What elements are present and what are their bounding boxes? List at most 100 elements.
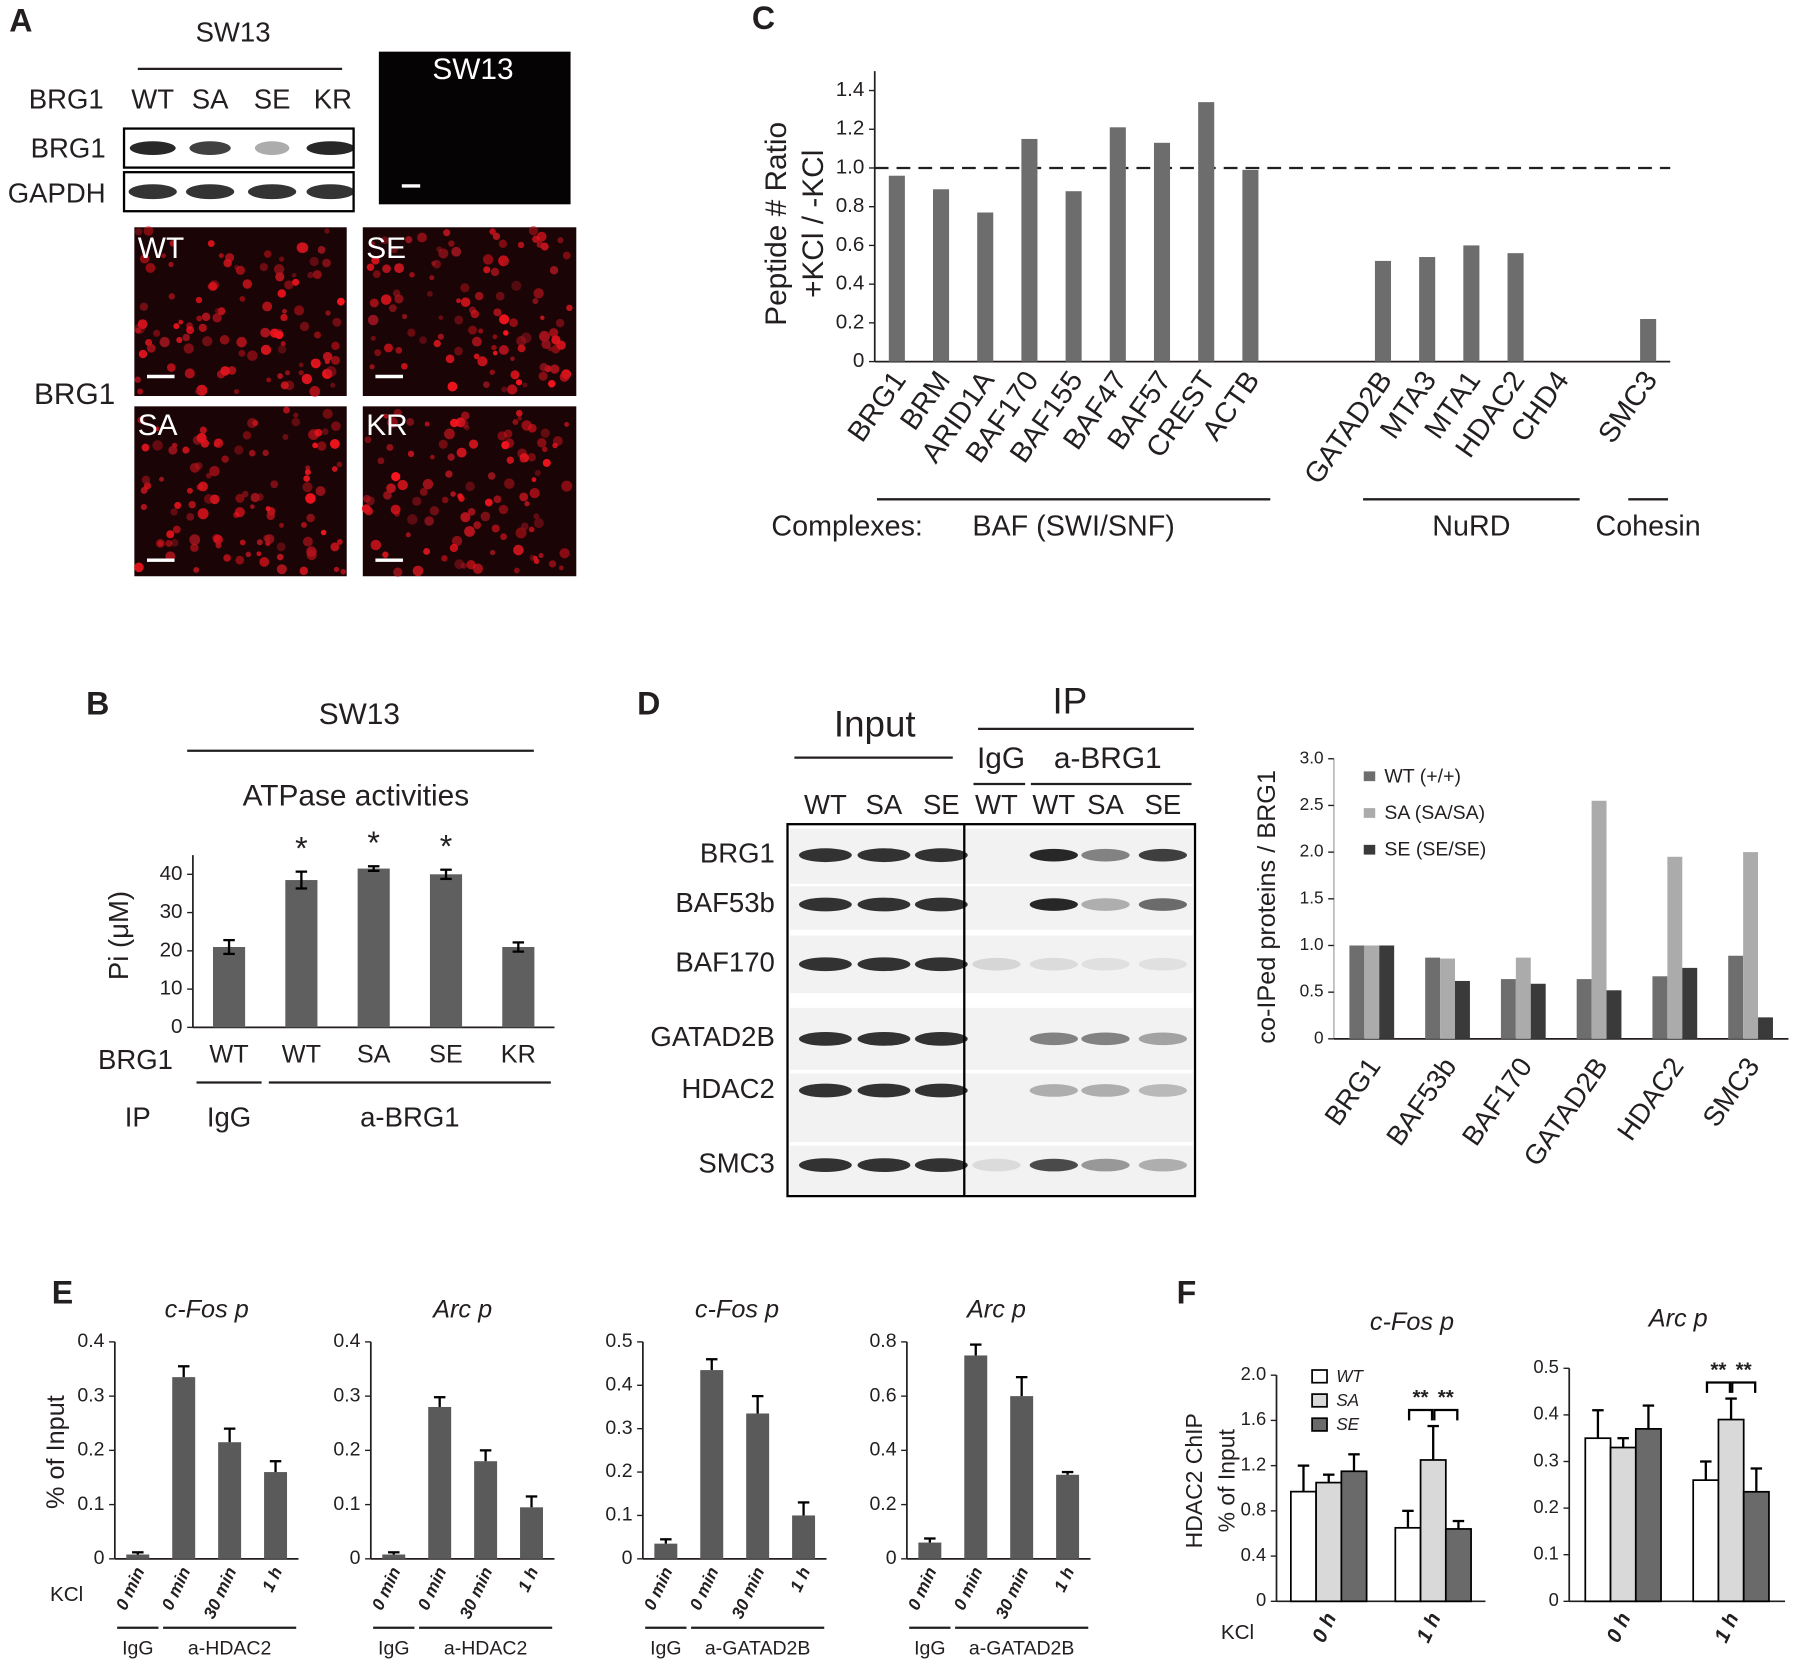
cell bbox=[292, 278, 300, 286]
cell bbox=[499, 314, 510, 325]
cell bbox=[184, 368, 195, 379]
cell bbox=[533, 288, 544, 299]
y-tick-label: 0.2 bbox=[1533, 1496, 1559, 1517]
cell bbox=[322, 408, 333, 419]
cell bbox=[189, 534, 201, 546]
bar bbox=[1379, 945, 1395, 1039]
cell bbox=[214, 308, 220, 314]
band bbox=[186, 184, 235, 200]
cell bbox=[152, 440, 163, 451]
cell bbox=[250, 504, 255, 509]
cell bbox=[320, 529, 327, 536]
panel-label: D bbox=[637, 685, 660, 721]
cell bbox=[142, 250, 148, 256]
cell bbox=[422, 478, 434, 490]
cell bbox=[370, 335, 376, 341]
cell bbox=[480, 511, 491, 522]
cell bbox=[279, 522, 284, 528]
legend-label: WT (+/+) bbox=[1384, 765, 1461, 787]
cell bbox=[367, 314, 379, 326]
y-tick-label: 0.4 bbox=[869, 1439, 896, 1461]
lane-label: KR bbox=[314, 83, 352, 114]
bar bbox=[1021, 138, 1038, 362]
cell bbox=[377, 457, 385, 465]
band bbox=[972, 957, 1021, 971]
row-label: SMC3 bbox=[698, 1147, 775, 1178]
cell bbox=[280, 313, 288, 322]
cell bbox=[405, 532, 411, 538]
cell bbox=[213, 438, 224, 449]
comparison-label: ** bbox=[1438, 1386, 1455, 1409]
cell bbox=[260, 327, 271, 338]
chart-title: Arc p bbox=[1647, 1305, 1708, 1333]
bar bbox=[212, 947, 246, 1028]
bar bbox=[1500, 979, 1516, 1039]
cell bbox=[387, 417, 398, 428]
x-tick-label: 30 min bbox=[199, 1564, 240, 1622]
cell bbox=[457, 493, 463, 499]
bar bbox=[1440, 958, 1456, 1039]
cell bbox=[441, 496, 449, 504]
y-tick-label: 30 bbox=[160, 900, 183, 923]
bar bbox=[1394, 1526, 1422, 1603]
band bbox=[1081, 848, 1130, 862]
cell bbox=[478, 328, 484, 334]
cell bbox=[539, 330, 550, 342]
cell bbox=[331, 466, 338, 472]
cell bbox=[170, 539, 179, 547]
y-tick-label: 0.2 bbox=[605, 1460, 632, 1482]
cell bbox=[445, 470, 453, 478]
lane-label: SE bbox=[254, 83, 291, 114]
cell bbox=[332, 317, 342, 327]
cell bbox=[209, 465, 220, 477]
cell bbox=[193, 566, 200, 573]
x-tick-label: 1 h bbox=[1050, 1564, 1079, 1595]
band bbox=[306, 184, 355, 200]
cell bbox=[429, 506, 440, 516]
chart-title: ATPase activities bbox=[243, 780, 470, 813]
cell bbox=[515, 409, 523, 417]
y-tick-label: 0.4 bbox=[605, 1373, 632, 1395]
y-tick-label: 0.4 bbox=[1241, 1544, 1267, 1565]
cell bbox=[239, 539, 246, 546]
cell bbox=[183, 343, 194, 354]
y-tick-label: 0 bbox=[1314, 1027, 1324, 1047]
panel-label: E bbox=[52, 1274, 73, 1310]
cell bbox=[501, 386, 508, 393]
cell bbox=[219, 334, 230, 345]
lane-label: WT bbox=[804, 789, 847, 820]
group-label: a-GATAD2B bbox=[969, 1638, 1074, 1660]
cell bbox=[466, 560, 476, 570]
comparison-bracket bbox=[1433, 1408, 1459, 1421]
cell bbox=[438, 248, 449, 259]
cell bbox=[220, 366, 230, 376]
chart-title: Arc p bbox=[965, 1296, 1026, 1324]
y-tick-label: 0.5 bbox=[605, 1330, 632, 1352]
cell bbox=[550, 364, 560, 374]
cell bbox=[161, 253, 167, 259]
comparison-label: ** bbox=[1413, 1386, 1430, 1409]
y-tick-label: 0.3 bbox=[1533, 1449, 1559, 1470]
cell bbox=[190, 543, 199, 553]
group-label: a-GATAD2B bbox=[705, 1638, 810, 1660]
cell bbox=[330, 382, 336, 388]
y-tick-label: 0 bbox=[94, 1547, 105, 1569]
cell bbox=[276, 553, 284, 561]
cell bbox=[407, 514, 418, 525]
y-tick-label: 0.8 bbox=[836, 194, 865, 217]
cell bbox=[461, 411, 470, 421]
bar bbox=[1109, 127, 1126, 362]
cell bbox=[283, 406, 291, 414]
cell bbox=[517, 416, 523, 421]
ip-group: a-BRG1 bbox=[1054, 742, 1162, 775]
cell bbox=[247, 350, 258, 361]
cell bbox=[262, 449, 269, 457]
lane-labels: WT SA SE WT WT SA SE bbox=[804, 789, 1181, 820]
cell bbox=[450, 418, 459, 428]
bar bbox=[1056, 1474, 1080, 1559]
cell bbox=[186, 487, 193, 494]
band bbox=[798, 1158, 852, 1172]
cell bbox=[547, 379, 556, 388]
cell bbox=[306, 513, 315, 523]
